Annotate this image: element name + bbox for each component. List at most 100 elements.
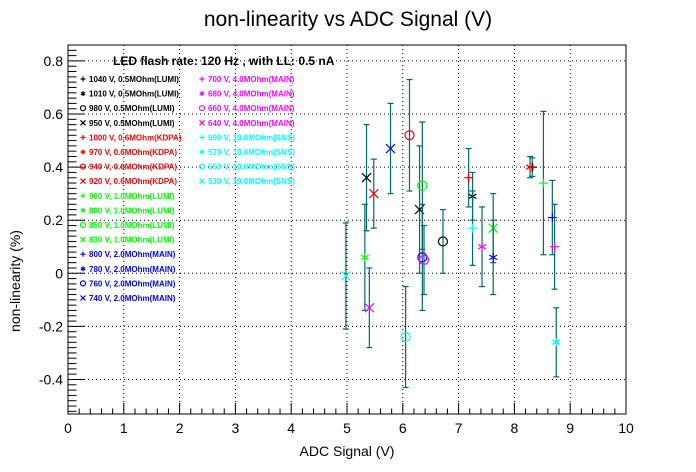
legend-marker [80,134,86,140]
legend-item: 530 V, 10.0MOhm(SNS) [199,177,295,186]
marker-stroke [79,221,87,229]
x-tick-label: 9 [566,420,574,436]
legend-item: 800 V, 2.0MOhm(MAIN) [80,250,176,259]
data-point [525,155,535,179]
marker-stroke [525,164,535,170]
legend-item: 920 V, 0.6MOhm(KDPA) [80,177,177,186]
x-tick-label: 2 [176,420,184,436]
legend-marker [199,134,205,140]
point-marker [417,252,428,263]
legend-item: 550 V, 10.0MOhm(SNS) [198,163,295,172]
data-point [550,203,560,290]
marker-stroke [488,254,498,261]
point-marker [464,173,474,183]
marker-stroke [364,302,375,313]
marker-stroke [199,119,205,126]
legend-item: 740 V, 2.0MOhm(MAIN) [80,294,176,303]
marker-stroke [437,236,449,247]
point-marker [400,331,411,343]
legend-label: 920 V, 0.6MOhm(KDPA) [89,177,177,186]
marker-stroke [80,267,86,271]
x-tick-label: 0 [64,420,72,436]
point-marker [547,213,557,223]
legend-marker [199,76,205,82]
marker-stroke [80,119,86,126]
legend-label: 680 V, 4.0MOhm(MAIN) [208,90,295,99]
legend-label: 950 V, 0.5MOhm(LUMI) [89,119,175,128]
data-point [418,224,430,296]
point-marker [550,242,560,252]
legend-item: 640 V, 4.0MOhm(MAIN) [199,119,295,128]
marker-stroke [79,280,87,287]
legend-item: 880 V, 1.0MOhm(LUMI) [80,206,175,215]
point-marker [538,178,548,188]
legend-label: 660 V, 4.0MOhm(MAIN) [208,104,295,113]
data-point [364,267,375,349]
y-axis: -0.4 -0.2 0 0.2 0.4 0.6 0.8 [39,44,85,412]
legend-item: 660 V, 4.0MOhm(MAIN) [198,104,295,113]
marker-stroke [417,180,428,191]
legend-marker [199,119,205,126]
legend-item: 1040 V, 0.5MOhm(LUMI) [80,75,179,84]
point-marker [477,242,487,252]
legend-marker [198,105,206,112]
marker-stroke [199,91,205,96]
data-point [417,203,428,312]
legend-item: 760 V, 2.0MOhm(MAIN) [79,279,176,288]
legend-marker [80,251,86,257]
legend-marker [79,280,87,287]
marker-stroke [80,208,86,213]
legend-item: 1010 V, 0.5MOhm(LUMI) [80,90,179,99]
legend-label: 1010 V, 0.5MOhm(LUMI) [89,90,179,99]
legend-marker [80,149,86,155]
x-tick-label: 7 [455,420,463,436]
legend-marker [80,119,86,126]
legend-label: 880 V, 1.0MOhm(LUMI) [89,206,175,215]
legend-marker [80,236,86,243]
marker-stroke [368,188,379,199]
data-point [340,222,351,330]
legend-marker [80,193,86,199]
marker-stroke [361,172,372,183]
marker-stroke [79,105,87,112]
point-marker [552,337,561,347]
chart-title: non-linearity vs ADC Signal (V) [204,8,492,31]
marker-stroke [80,295,86,301]
marker-stroke [418,254,430,266]
legend-marker [80,295,86,301]
point-marker [368,188,379,199]
x-tick-label: 10 [618,420,634,436]
chart-annotation: LED flash rate: 120 Hz , with LL: 0.5 nA [113,54,335,68]
legend-item: 970 V, 0.6MOhm(KDPA) [80,148,177,157]
legend-item: 900 V, 1.0MOhm(LUMI) [80,192,175,201]
legend-label: 800 V, 2.0MOhm(MAIN) [89,250,176,259]
marker-stroke [199,178,205,185]
marker-stroke [400,331,411,343]
legend-label: 830 V, 1.0MOhm(LUMI) [89,236,175,245]
legend-label: 780 V, 2.0MOhm(MAIN) [89,265,176,274]
marker-stroke [79,163,87,170]
point-marker [418,254,430,266]
data-point [477,206,487,288]
legend-item: 850 V, 1.0MOhm(LUMI) [79,221,175,230]
data-point [361,124,372,232]
marker-stroke [404,130,415,141]
data-point [404,78,415,192]
y-tick-label: -0.4 [39,371,63,387]
legend-label: 530 V, 10.0MOhm(SNS) [208,177,295,186]
legend-marker [79,221,87,229]
point-marker [340,271,351,281]
legend-marker [80,76,86,82]
legend-label: 760 V, 2.0MOhm(MAIN) [89,279,176,288]
data-point [437,208,449,274]
marker-stroke [360,254,370,261]
point-marker [361,172,372,183]
legend-label: 940 V, 0.6MOhm(KDPA) [89,163,177,172]
data-point [488,219,498,296]
x-axis-label: ADC Signal (V) [300,443,395,459]
legend-marker [199,178,205,185]
legend-label: 1000 V, 0.6MOhm(KDPA) [89,133,182,142]
marker-stroke [477,243,487,250]
data-point [552,307,561,378]
